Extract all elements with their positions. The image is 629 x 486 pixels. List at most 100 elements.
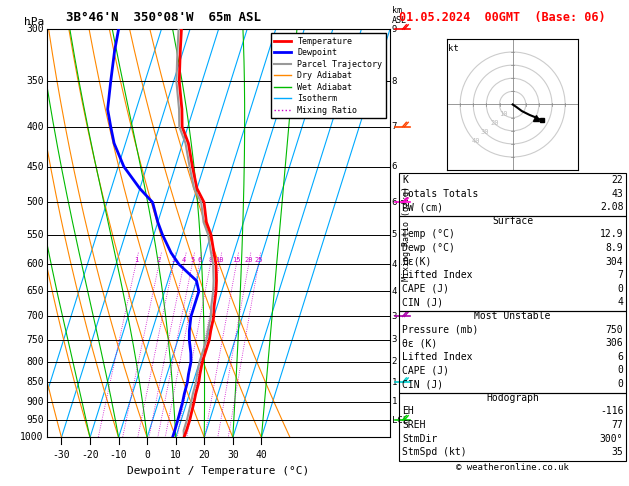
Text: EH: EH: [402, 406, 414, 417]
Text: 850: 850: [26, 377, 44, 387]
Text: 77: 77: [611, 420, 623, 430]
Text: 800: 800: [26, 357, 44, 367]
Text: 6: 6: [197, 257, 201, 262]
Text: CAPE (J): CAPE (J): [402, 365, 449, 376]
Text: 550: 550: [26, 230, 44, 240]
Text: 6: 6: [392, 198, 397, 207]
Text: 30: 30: [227, 450, 239, 460]
Text: StmSpd (kt): StmSpd (kt): [402, 447, 467, 457]
Text: 0: 0: [144, 450, 150, 460]
Text: θε (K): θε (K): [402, 338, 437, 348]
Text: 650: 650: [26, 286, 44, 296]
Text: 9: 9: [392, 25, 397, 34]
Text: hPa: hPa: [24, 17, 44, 27]
Text: 1000: 1000: [20, 433, 44, 442]
Text: 8: 8: [392, 77, 397, 86]
Text: 20: 20: [490, 120, 499, 126]
Text: 10: 10: [499, 111, 508, 117]
Text: 7: 7: [392, 122, 397, 131]
Text: 8: 8: [208, 257, 213, 262]
Text: Pressure (mb): Pressure (mb): [402, 325, 478, 335]
Text: -10: -10: [110, 450, 128, 460]
Text: CIN (J): CIN (J): [402, 297, 443, 308]
Text: 750: 750: [26, 335, 44, 345]
Text: Lifted Index: Lifted Index: [402, 270, 472, 280]
Text: 304: 304: [606, 257, 623, 267]
Text: kt: kt: [448, 44, 459, 53]
Text: 30: 30: [481, 129, 489, 135]
Text: 500: 500: [26, 197, 44, 208]
Text: 400: 400: [26, 122, 44, 132]
Text: 300°: 300°: [600, 434, 623, 444]
Text: -20: -20: [81, 450, 99, 460]
Text: 43: 43: [611, 189, 623, 199]
Text: 1: 1: [392, 378, 397, 387]
Text: 0: 0: [618, 365, 623, 376]
Text: 306: 306: [606, 338, 623, 348]
Text: 10: 10: [215, 257, 224, 262]
Text: 1: 1: [134, 257, 138, 262]
Text: Temp (°C): Temp (°C): [402, 229, 455, 240]
Text: 10: 10: [170, 450, 182, 460]
Text: 25: 25: [254, 257, 263, 262]
Text: CAPE (J): CAPE (J): [402, 284, 449, 294]
Text: K: K: [402, 175, 408, 185]
Text: 900: 900: [26, 397, 44, 407]
Text: Mixing Ratio (g/kg): Mixing Ratio (g/kg): [402, 186, 411, 281]
Text: CIN (J): CIN (J): [402, 379, 443, 389]
Text: Dewp (°C): Dewp (°C): [402, 243, 455, 253]
Text: 2: 2: [392, 357, 397, 366]
Text: 6: 6: [618, 352, 623, 362]
Text: Lifted Index: Lifted Index: [402, 352, 472, 362]
Text: 6: 6: [392, 162, 397, 171]
Text: 3: 3: [171, 257, 175, 262]
Text: 01.05.2024  00GMT  (Base: 06): 01.05.2024 00GMT (Base: 06): [399, 11, 606, 24]
Text: Totals Totals: Totals Totals: [402, 189, 478, 199]
Text: 2: 2: [157, 257, 161, 262]
Text: Hodograph: Hodograph: [486, 393, 539, 403]
Text: Dewpoint / Temperature (°C): Dewpoint / Temperature (°C): [128, 466, 309, 476]
Text: StmDir: StmDir: [402, 434, 437, 444]
Text: 5: 5: [190, 257, 194, 262]
Text: 600: 600: [26, 259, 44, 269]
Text: 15: 15: [232, 257, 240, 262]
Text: 5: 5: [392, 230, 397, 239]
Text: 950: 950: [26, 415, 44, 425]
Text: 300: 300: [26, 24, 44, 34]
Text: 20: 20: [198, 450, 210, 460]
Text: 450: 450: [26, 162, 44, 172]
Text: 3: 3: [392, 312, 397, 321]
Text: 40: 40: [472, 138, 480, 144]
Text: 3B°46'N  350°08'W  65m ASL: 3B°46'N 350°08'W 65m ASL: [66, 11, 261, 24]
Text: 40: 40: [255, 450, 267, 460]
Text: 8.9: 8.9: [606, 243, 623, 253]
Text: -30: -30: [53, 450, 70, 460]
Text: 1: 1: [392, 397, 397, 406]
Text: 35: 35: [611, 447, 623, 457]
Text: 12.9: 12.9: [600, 229, 623, 240]
Text: 750: 750: [606, 325, 623, 335]
Text: 2.08: 2.08: [600, 202, 623, 212]
Text: 20: 20: [245, 257, 253, 262]
Legend: Temperature, Dewpoint, Parcel Trajectory, Dry Adiabat, Wet Adiabat, Isotherm, Mi: Temperature, Dewpoint, Parcel Trajectory…: [271, 34, 386, 118]
Text: 22: 22: [611, 175, 623, 185]
Text: 7: 7: [618, 270, 623, 280]
Text: 4: 4: [182, 257, 186, 262]
Text: -116: -116: [600, 406, 623, 417]
Text: 700: 700: [26, 312, 44, 321]
Text: θε(K): θε(K): [402, 257, 431, 267]
Text: Most Unstable: Most Unstable: [474, 311, 551, 321]
Text: 0: 0: [618, 284, 623, 294]
Text: 3: 3: [392, 335, 397, 345]
Text: 4: 4: [392, 260, 397, 269]
Text: LCL: LCL: [392, 416, 408, 424]
Text: km
ASL: km ASL: [392, 6, 407, 25]
Text: 4: 4: [392, 287, 397, 296]
Text: SREH: SREH: [402, 420, 425, 430]
Text: 0: 0: [618, 379, 623, 389]
Text: 4: 4: [618, 297, 623, 308]
Text: © weatheronline.co.uk: © weatheronline.co.uk: [456, 463, 569, 472]
Text: PW (cm): PW (cm): [402, 202, 443, 212]
Text: Surface: Surface: [492, 216, 533, 226]
Text: 350: 350: [26, 76, 44, 87]
